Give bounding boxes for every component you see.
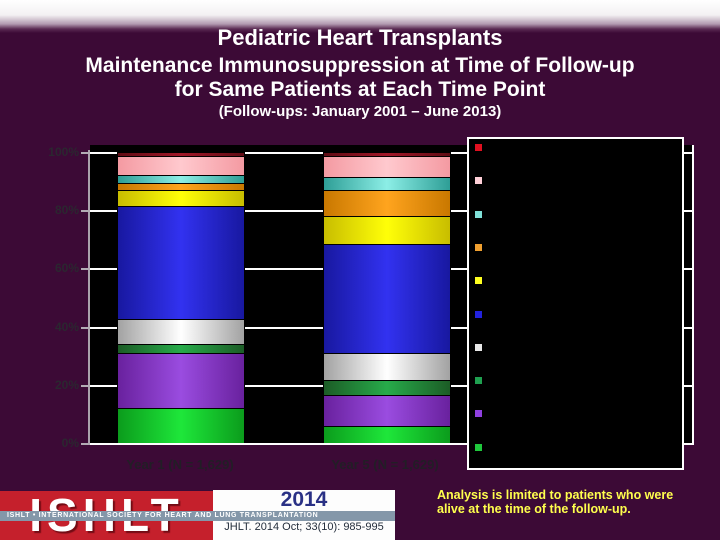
- y-tick-mark: [81, 210, 90, 213]
- bar-segment-yellow: [324, 216, 450, 244]
- stacked-bar-2: [323, 152, 451, 443]
- slide-title: Pediatric Heart Transplants: [217, 25, 503, 50]
- bar-segment-pink: [118, 156, 244, 176]
- gridline-0%: [90, 443, 692, 445]
- analysis-note: Analysis is limited to patients who were…: [437, 488, 674, 516]
- stacked-bar-1: [117, 152, 245, 443]
- bar-segment-bright-green: [324, 425, 450, 443]
- legend-marker: [475, 277, 482, 285]
- bar-segment-silver-white: [324, 352, 450, 381]
- slide-subtitle-1: Maintenance Immunosuppression at Time of…: [85, 54, 635, 77]
- y-axis-label: 80%: [54, 203, 79, 218]
- legend-marker: [475, 343, 482, 351]
- bar-segment-silver-white: [118, 319, 244, 345]
- y-tick-mark: [81, 326, 90, 329]
- y-axis-label: 60%: [54, 261, 79, 276]
- y-axis-label: 0%: [61, 436, 79, 450]
- ishlt-band-text: ISHLT • INTERNATIONAL SOCIETY FOR HEART …: [0, 511, 395, 521]
- bar-segment-purple: [324, 395, 450, 426]
- bar-segment-orange: [118, 182, 244, 190]
- y-tick-mark: [81, 443, 90, 445]
- header-gradient: [0, 0, 720, 33]
- bar-segment-purple: [118, 352, 244, 409]
- bar-segment-teal: [324, 176, 450, 190]
- bar-segment-blue: [324, 243, 450, 353]
- legend-marker: [475, 177, 482, 185]
- y-tick-mark: [81, 384, 90, 387]
- bar-segment-dark-green: [324, 380, 450, 395]
- slide-subtitle-3: (Follow-ups: January 2001 – June 2013): [218, 103, 502, 120]
- legend-marker: [475, 443, 482, 451]
- bar-segment-teal: [118, 175, 244, 183]
- x-axis-label-year1: Year 1 (N = 1,629): [126, 457, 234, 472]
- logo-year: 2014: [280, 488, 328, 511]
- chart-legend: [467, 137, 684, 470]
- bar-segment-blue: [118, 205, 244, 320]
- y-tick-mark: [81, 268, 90, 271]
- bar-segment-maroon: [324, 152, 450, 157]
- legend-marker: [475, 377, 482, 385]
- bar-segment-maroon: [118, 152, 244, 157]
- y-axis-label: 20%: [54, 377, 79, 392]
- y-axis-label: 40%: [54, 319, 79, 334]
- legend-marker: [475, 210, 482, 218]
- y-axis-line: [88, 150, 90, 444]
- bar-segment-bright-green: [118, 408, 244, 443]
- bar-segment-yellow: [118, 189, 244, 206]
- y-axis-label: 100%: [48, 145, 79, 159]
- x-axis-label-year5: Year 5 (N = 1,629): [331, 457, 439, 472]
- y-tick-mark: [81, 152, 90, 154]
- slide-subtitle-2: for Same Patients at Each Time Point: [174, 78, 546, 101]
- bar-segment-dark-green: [118, 344, 244, 353]
- legend-marker: [475, 243, 482, 251]
- journal-citation: JHLT. 2014 Oct; 33(10): 985-995: [224, 521, 384, 533]
- legend-marker: [475, 410, 482, 418]
- bar-segment-orange: [324, 189, 450, 217]
- bar-segment-pink: [324, 156, 450, 177]
- legend-marker: [475, 310, 482, 318]
- legend-marker: [475, 144, 482, 151]
